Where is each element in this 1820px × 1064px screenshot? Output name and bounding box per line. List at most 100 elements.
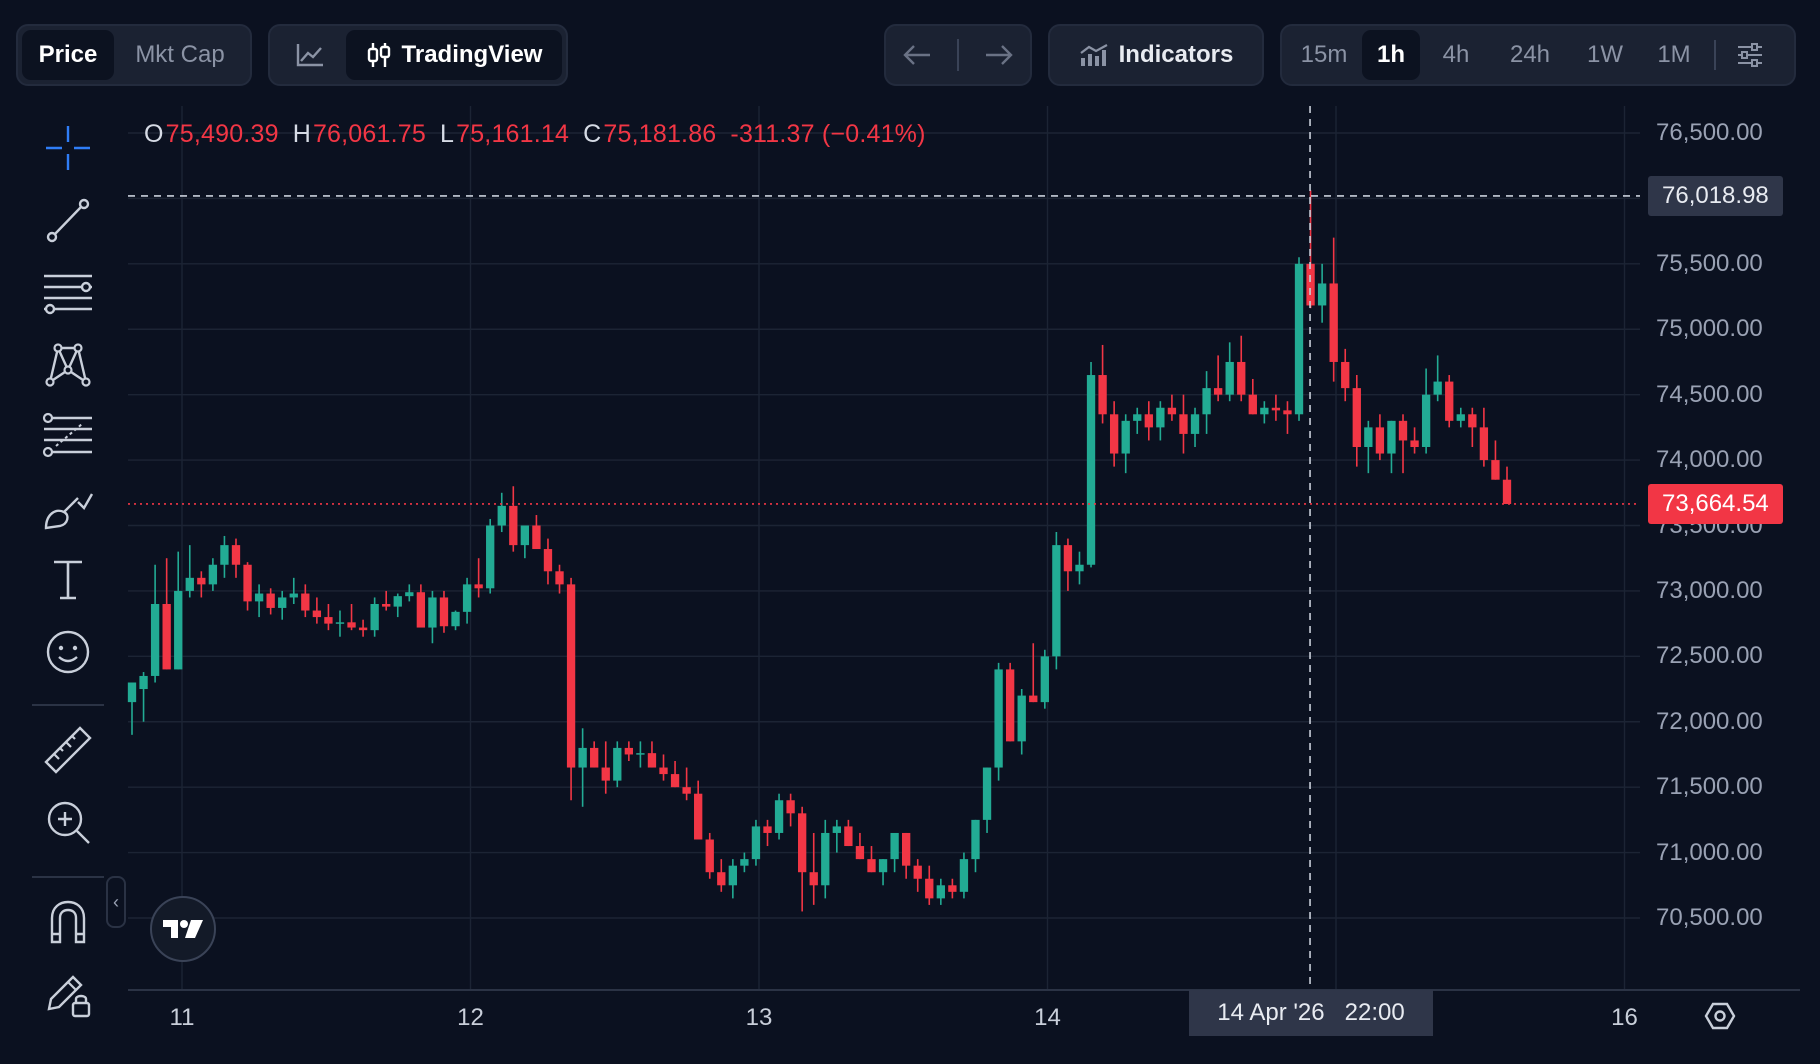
candle-down [1341,361,1350,389]
candle-down [1213,388,1223,395]
candle-down [844,826,853,847]
timeframe-1h[interactable]: 1h [1362,30,1420,80]
pattern-tool[interactable] [40,338,96,394]
candle-down [1468,414,1477,428]
candle-down [439,597,449,627]
candle-up [1202,388,1211,415]
price-tick-label: 73,000.00 [1656,576,1763,604]
crosshair-tool[interactable] [40,122,96,178]
tradingview-button[interactable]: TradingView [346,30,562,80]
candle-up [971,819,980,860]
forward-button[interactable] [976,30,1022,80]
timeframe-1m[interactable]: 1M [1657,41,1691,68]
time-tick-label: 14 [1034,1004,1061,1031]
time-tick-label: 12 [457,1004,484,1031]
candle-down [717,872,726,886]
candle-up [139,675,148,690]
candle-up [740,859,749,866]
candle-up [936,885,945,899]
candle-down [162,604,171,670]
candle-down [809,872,818,886]
candle-down [902,832,911,866]
fib-retracement-tool[interactable] [40,410,96,466]
candle-up [774,800,784,833]
candle-up [1364,427,1373,447]
candle-up [393,596,402,607]
high-value: 76,061.75 [312,120,426,148]
price-tick-label: 70,500.00 [1656,904,1763,931]
indicators-button[interactable]: Indicators [1050,30,1262,80]
timeframe-1w[interactable]: 1W [1587,41,1623,68]
sliders-icon [1737,43,1763,67]
candle-up [994,669,1003,768]
candle-down [1237,361,1246,395]
back-button[interactable] [894,30,940,80]
price-tick-label: 75,500.00 [1656,249,1763,277]
crosshair-icon [44,124,92,177]
candle-up [278,597,287,608]
candle-up [1052,545,1061,657]
tab-price[interactable]: Price [22,30,114,80]
collapse-toolbar-button[interactable]: ‹ [106,876,126,928]
timeframe-15m[interactable]: 15m [1300,41,1348,68]
candle-up [1260,407,1269,415]
candle-up [1017,695,1026,742]
trend-line-tool[interactable] [40,194,96,250]
candle-down [1144,414,1153,428]
candle-down [1063,545,1073,572]
candle-down [1479,427,1489,461]
tradingview-logo[interactable] [150,896,216,962]
candles-icon [366,41,392,69]
emoji-tool[interactable] [40,626,96,682]
candle-up [150,604,160,676]
crosshair-price-label: 76,018.98 [1648,175,1783,216]
ruler-tool[interactable] [40,724,96,780]
candle-up [1225,361,1234,395]
price-tick-label: 75,000.00 [1656,315,1763,343]
candle-up [486,525,495,589]
candle-down [1283,410,1292,415]
timeframe-24h[interactable]: 24h [1509,41,1551,68]
horizontal-lines-tool[interactable] [40,266,96,322]
candle-up [127,682,137,703]
candle-down [948,885,957,892]
timeframe-4h[interactable]: 4h [1442,41,1470,68]
magnet-tool[interactable] [40,896,96,952]
zoom-tool[interactable] [40,796,96,852]
axis-settings-button[interactable] [1700,998,1740,1038]
divider [1714,40,1716,70]
candle-down [682,787,691,794]
candle-down [798,813,807,873]
candle-up [462,584,472,612]
tradingview-label: TradingView [401,41,543,68]
lock-drawings-tool[interactable] [40,968,96,1024]
candle-down [1491,460,1500,480]
candle-down [1271,407,1281,411]
candle-down [266,593,275,608]
close-value: 75,181.86 [603,120,717,148]
price-tick-label: 74,500.00 [1656,380,1763,408]
candle-up [220,545,229,565]
candle-down [925,878,934,899]
candle-up [451,611,460,627]
candle-down [543,549,553,572]
divider [956,39,959,71]
candle-down [694,793,703,840]
ohlc-legend: O 75,490.39 H 76,061.75 L 75,161.14 C 75… [144,120,940,149]
candle-up [370,604,379,631]
line-chart-button[interactable] [274,30,346,80]
candle-up [728,865,737,886]
candle-down [1375,427,1385,454]
history-nav [884,24,1032,86]
text-tool[interactable] [40,554,96,610]
candle-up [428,597,437,628]
candle-down [532,525,541,550]
candle-up [613,747,622,781]
change-value: -311.37 (−0.41%) [730,120,926,148]
tab-mkt-cap[interactable]: Mkt Cap [135,41,225,68]
brush-tool[interactable] [40,482,96,538]
candle-down [867,859,876,873]
candle-up [1317,283,1327,306]
chart-settings-button[interactable] [1724,30,1776,80]
